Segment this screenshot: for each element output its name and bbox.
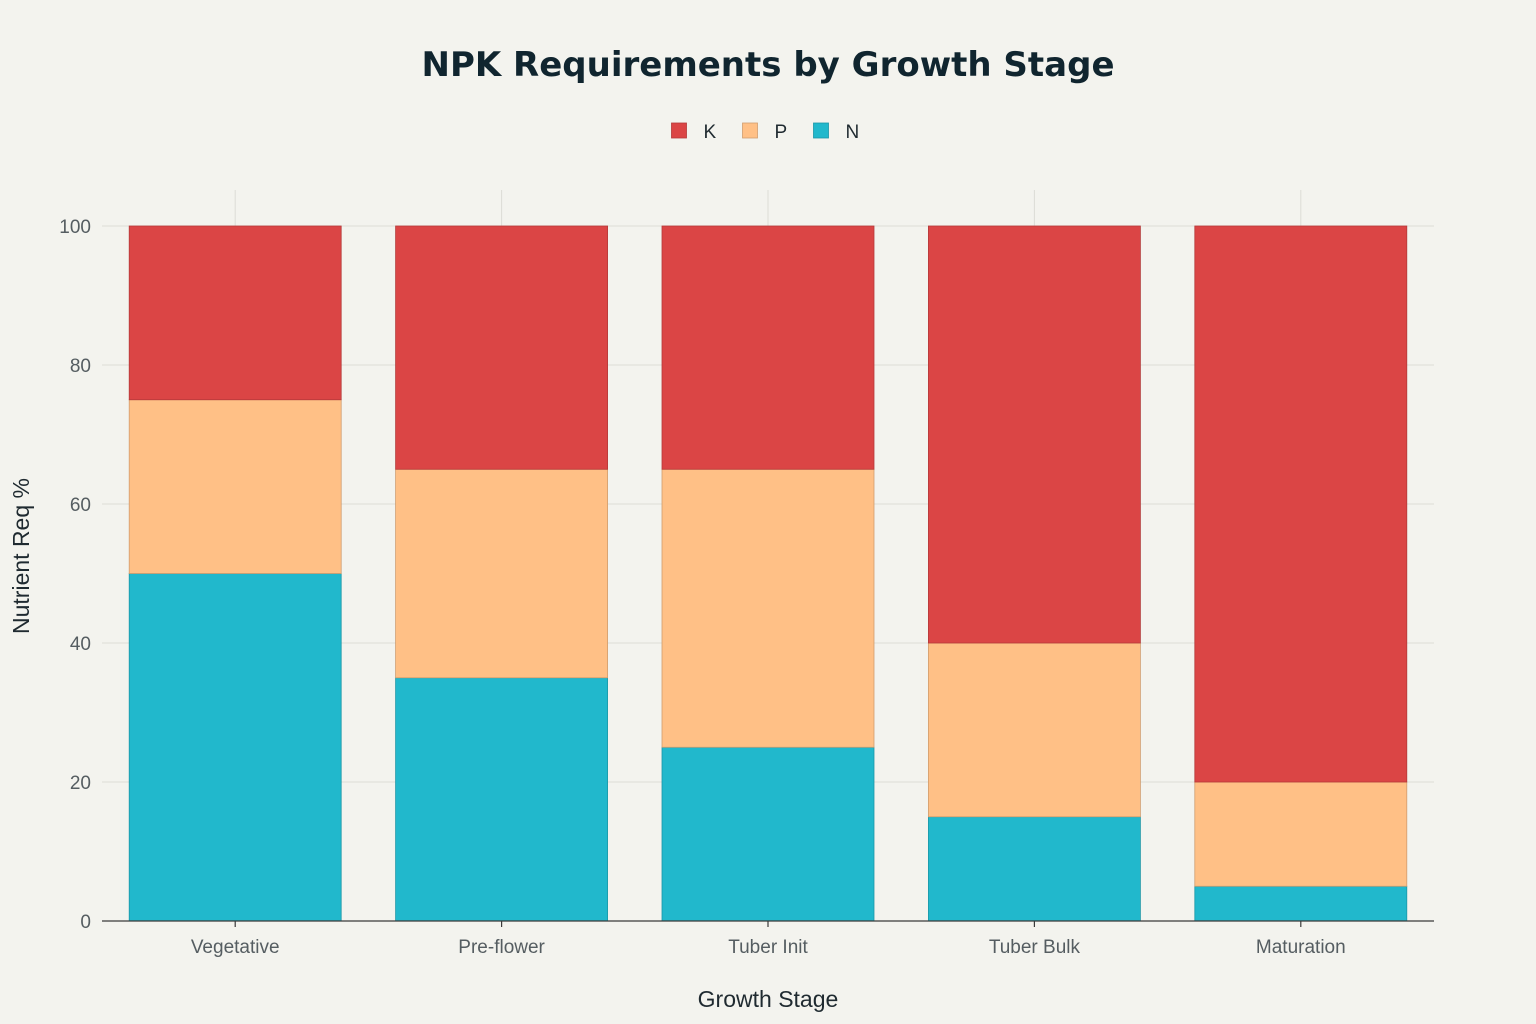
x-tick-label-3: Tuber Bulk (989, 937, 1081, 958)
bar-k-0 (128, 225, 342, 401)
x-tick-label-2: Tuber Init (728, 937, 808, 958)
tick-labels: 0 20 40 60 80 100 Vegetative Pre-flower Tuber In… (59, 217, 1345, 958)
x-tick-label-4: Maturation (1256, 937, 1346, 958)
y-tick-label-100: 100 (59, 217, 91, 238)
bar-n-1 (395, 677, 609, 922)
axes (102, 920, 1434, 927)
x-axis-title: Growth Stage (698, 986, 839, 1012)
x-tick-label-0: Vegetative (191, 937, 280, 958)
bar-n-3 (928, 816, 1141, 922)
legend-label-n: N (846, 122, 860, 143)
bar-n-0 (128, 573, 342, 922)
y-tick-label-60: 60 (70, 495, 91, 516)
x-tick-label-1: Pre-flower (458, 937, 545, 958)
bars (128, 225, 1408, 922)
legend-swatch-p (742, 122, 758, 139)
y-tick-label-20: 20 (70, 773, 91, 794)
bar-k-2 (661, 225, 875, 470)
legend-label-k: K (704, 122, 717, 143)
y-tick-label-0: 0 (80, 912, 91, 933)
bar-n-2 (661, 746, 875, 922)
bar-p-2 (661, 468, 875, 748)
bar-n-4 (1194, 885, 1408, 922)
y-tick-label-40: 40 (70, 634, 91, 655)
bar-k-4 (1194, 225, 1408, 783)
legend-swatch-k (671, 122, 687, 139)
bar-p-3 (928, 642, 1141, 818)
bar-k-1 (395, 225, 609, 470)
bar-p-0 (128, 399, 342, 574)
bar-p-1 (395, 468, 609, 679)
legend-label-p: P (775, 122, 788, 143)
bar-k-3 (928, 225, 1141, 644)
legend-swatch-n (813, 122, 829, 139)
bar-p-4 (1194, 781, 1408, 887)
y-tick-label-80: 80 (70, 356, 91, 377)
y-axis-title: Nutrient Req % (8, 478, 34, 634)
chart-title: NPK Requirements by Growth Stage (422, 45, 1115, 85)
